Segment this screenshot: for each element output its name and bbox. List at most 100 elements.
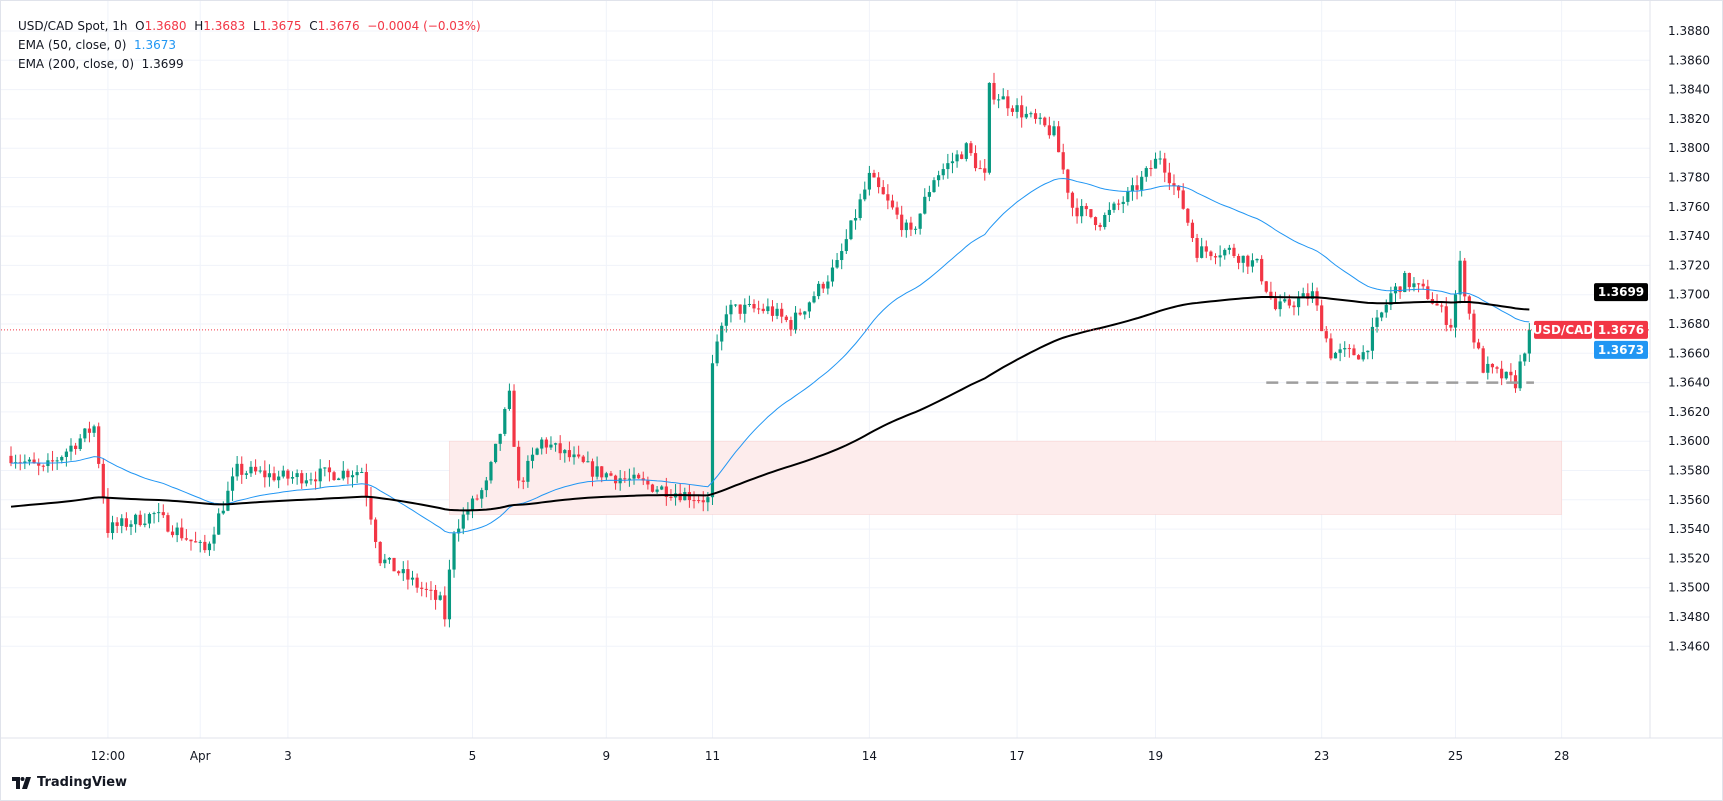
candle-body — [1527, 329, 1531, 354]
candle-body — [1440, 305, 1444, 307]
candle-body — [120, 518, 124, 526]
candle-body — [369, 496, 373, 520]
candle-body — [960, 154, 964, 159]
candle-body — [646, 480, 650, 485]
candle-body — [1352, 348, 1356, 356]
candle-body — [489, 462, 493, 481]
low-value: 1.3675 — [259, 19, 302, 33]
candle-body — [198, 541, 202, 543]
candle-body — [1255, 258, 1259, 261]
candle-body — [1490, 363, 1495, 368]
candle-body — [909, 222, 913, 230]
candle-body — [1006, 96, 1010, 109]
candle-body — [493, 443, 498, 463]
candle-body — [1047, 125, 1051, 136]
candle-body — [1509, 371, 1513, 376]
candle-body — [987, 82, 991, 173]
candle-body — [1518, 361, 1522, 389]
candle-body — [650, 484, 655, 492]
candle-body — [69, 445, 73, 452]
candle-body — [429, 589, 433, 591]
ema200-price-tag-bg — [1594, 283, 1648, 302]
candle-body — [1416, 283, 1421, 285]
candle-body — [318, 468, 322, 482]
candle-body — [1269, 291, 1273, 299]
candle-body — [249, 466, 253, 474]
candle-body — [1061, 152, 1065, 170]
candle-body — [1398, 286, 1402, 293]
candle-body — [770, 306, 775, 316]
candle-body — [433, 589, 438, 600]
candle-body — [973, 153, 978, 169]
candle-body — [226, 490, 230, 511]
candle-body — [886, 194, 890, 201]
candle-body — [669, 496, 673, 498]
symbol-label[interactable]: USD/CAD Spot, 1h — [18, 19, 128, 33]
candle-body — [267, 473, 272, 478]
candle-body — [604, 473, 608, 478]
ema200-price-tag: 1.3699 — [1598, 285, 1644, 299]
candle-body — [1144, 168, 1148, 177]
time-tick-label: 14 — [862, 749, 877, 763]
candle-body — [1435, 303, 1439, 306]
candle-body — [1375, 317, 1379, 327]
candle-body — [701, 500, 705, 503]
candle-body — [623, 478, 627, 480]
tradingview-logo[interactable]: TradingView — [12, 775, 127, 790]
candle-body — [309, 479, 313, 481]
candle-body — [1010, 108, 1015, 112]
candle-body — [134, 514, 138, 525]
candle-body — [1278, 301, 1282, 310]
candle-body — [877, 177, 881, 188]
candle-body — [152, 513, 156, 515]
legend-symbol-row: USD/CAD Spot, 1h O1.3680 H1.3683 L1.3675… — [18, 17, 481, 36]
candle-body — [313, 479, 318, 482]
candle-body — [858, 199, 862, 218]
candle-body — [327, 467, 332, 473]
h-label: H — [194, 19, 204, 33]
candle-body — [397, 571, 401, 574]
candle-body — [913, 228, 918, 230]
candle-body — [1370, 326, 1375, 351]
candle-body — [807, 302, 811, 312]
candle-body — [1038, 117, 1042, 119]
candle-body — [300, 473, 304, 484]
price-tick-label: 1.3460 — [1668, 639, 1710, 653]
candle-body — [1292, 305, 1296, 308]
time-tick-label: 25 — [1448, 749, 1463, 763]
candle-body — [1449, 324, 1453, 328]
candle-body — [1015, 105, 1019, 112]
candle-body — [1421, 283, 1425, 287]
candle-body — [110, 522, 115, 534]
candle-body — [461, 514, 465, 529]
candle-body — [1126, 191, 1130, 202]
candle-body — [244, 473, 248, 475]
candle-body — [1283, 299, 1287, 302]
candle-body — [812, 296, 816, 303]
candle-body — [710, 363, 715, 498]
legend-ema50-row[interactable]: EMA (50, close, 0) 1.3673 — [18, 36, 481, 55]
candle-body — [184, 538, 188, 540]
candle-body — [1140, 176, 1144, 190]
candle-body — [1149, 168, 1153, 170]
candle-body — [1296, 298, 1301, 308]
candle-body — [1260, 258, 1264, 282]
candle-body — [627, 478, 632, 480]
l-label: L — [252, 19, 260, 33]
candle-body — [9, 455, 13, 464]
candle-body — [230, 476, 235, 491]
candle-body — [415, 577, 419, 588]
candle-body — [1070, 192, 1075, 208]
legend-ema200-row[interactable]: EMA (200, close, 0) 1.3699 — [18, 55, 481, 74]
candle-body — [817, 283, 821, 297]
price-tick-label: 1.3500 — [1668, 581, 1710, 595]
candle-body — [997, 99, 1001, 101]
candle-body — [1481, 348, 1485, 373]
ema50-price-tag-bg — [1594, 340, 1648, 359]
candle-body — [373, 519, 378, 542]
candle-body — [1486, 363, 1490, 373]
candle-body — [1236, 255, 1241, 263]
candle-body — [1209, 251, 1213, 257]
candle-body — [1380, 312, 1384, 318]
